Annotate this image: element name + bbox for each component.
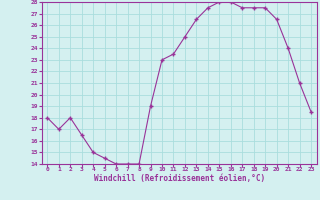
X-axis label: Windchill (Refroidissement éolien,°C): Windchill (Refroidissement éolien,°C): [94, 174, 265, 183]
